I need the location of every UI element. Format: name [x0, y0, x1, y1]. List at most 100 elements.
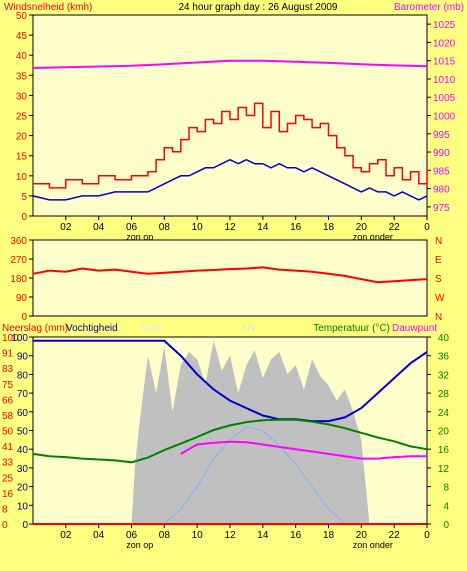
rain-x-tick-label: 08	[159, 530, 171, 541]
humidity-y-tick-label: 80	[17, 370, 29, 381]
humidity-y-tick-label: 40	[17, 445, 29, 456]
rain-x-tick-label: 14	[257, 530, 269, 541]
direction-y-tick-label: 90	[16, 293, 28, 304]
uv-label: UV	[243, 323, 257, 334]
rain-y-tick-label: 25	[2, 473, 14, 484]
wind-x-tick-label: 18	[323, 222, 335, 233]
temperature-y-tick-label: 12	[438, 464, 450, 475]
temperature-y-tick-label: 0	[443, 520, 449, 531]
temperature-y-tick-label: 4	[443, 501, 449, 512]
humidity-y-tick-label: 100	[11, 333, 28, 344]
compass-label: W	[435, 293, 445, 304]
rain-humidity-temperature-panel: 0816253341505866758391100010203040506070…	[2, 333, 449, 550]
barometer-y-tick-label: 1020	[433, 38, 456, 49]
barometer-y-tick-label: 975	[433, 203, 450, 214]
temperature-y-tick-label: 8	[443, 483, 449, 494]
compass-label: N	[435, 236, 442, 247]
rain-x-tick-label: 12	[224, 530, 236, 541]
barometer-series-line	[32, 59, 428, 69]
barometer-y-tick-label: 1025	[433, 20, 456, 31]
humidity-y-tick-label: 90	[17, 352, 29, 363]
dewpoint-series-line	[180, 440, 427, 460]
temperature-y-tick-label: 32	[438, 370, 450, 381]
direction-y-tick-label: 180	[10, 274, 27, 285]
rain-y-tick-label: 58	[2, 411, 14, 422]
barometer-y-tick-label: 995	[433, 130, 450, 141]
rain-sun-annotation: zon onder	[353, 540, 393, 550]
rain-y-tick-label: 8	[2, 504, 8, 515]
rain-y-tick-label: 91	[2, 349, 14, 360]
humidity-y-tick-label: 60	[17, 408, 29, 419]
wind-x-tick-label: 22	[389, 222, 401, 233]
wind-x-tick-label: 06	[126, 222, 138, 233]
barometer-y-tick-label: 1000	[433, 112, 456, 123]
wind-x-tick-label: 04	[93, 222, 105, 233]
humidity-y-tick-label: 10	[17, 501, 29, 512]
wind-y-tick-label: 5	[21, 192, 27, 203]
rain-x-tick-label: 06	[126, 530, 138, 541]
wind-x-tick-label: 20	[356, 222, 368, 233]
direction-plot-area	[32, 239, 428, 317]
wind-y-tick-label: 35	[16, 71, 28, 82]
compass-label: S	[435, 274, 442, 285]
gust-series-line	[33, 102, 428, 189]
rain-axis-label: Neerslag (mm)	[2, 323, 68, 334]
wind-x-tick-label: 14	[257, 222, 269, 233]
average-series-line	[32, 158, 428, 201]
rain-sun-annotation: zon op	[126, 540, 153, 550]
wind-x-tick-label: 0	[424, 222, 430, 233]
temperature-axis-label: Temperatuur (°C)	[313, 323, 390, 334]
rain-x-tick-label: 22	[389, 530, 401, 541]
wind-y-tick-label: 45	[16, 31, 28, 42]
humidity-y-tick-label: 30	[17, 464, 29, 475]
direction-y-tick-label: 0	[21, 312, 27, 323]
direction-y-tick-label: 270	[10, 255, 27, 266]
wind-y-tick-label: 15	[16, 152, 28, 163]
wind-x-tick-label: 12	[224, 222, 236, 233]
rain-y-tick-label: 83	[2, 364, 14, 375]
temperature-y-tick-label: 28	[438, 389, 450, 400]
rain-y-tick-label: 41	[2, 442, 14, 453]
rain-y-tick-label: 100	[2, 333, 19, 344]
barometer-y-tick-label: 1015	[433, 57, 456, 68]
barometer-y-tick-label: 1010	[433, 75, 456, 86]
wind-y-tick-label: 0	[21, 212, 27, 223]
rain-x-tick-label: 16	[290, 530, 302, 541]
wind-barometer-panel: 0510152025303540455097598098599099510001…	[16, 11, 456, 242]
direction-y-tick-label: 360	[10, 236, 27, 247]
barometer-y-tick-label: 1005	[433, 93, 456, 104]
solar-series-area	[131, 340, 370, 524]
rain-y-tick-label: 16	[2, 489, 14, 500]
rain-y-tick-label: 75	[2, 380, 14, 391]
wind-x-tick-label: 10	[192, 222, 204, 233]
rain-x-tick-label: 04	[93, 530, 105, 541]
humidity-y-tick-label: 0	[22, 520, 28, 531]
temperature-series-line	[32, 418, 428, 464]
temperature-y-tick-label: 24	[438, 408, 450, 419]
wind-sun-annotation: zon onder	[353, 232, 393, 242]
barometer-y-tick-label: 980	[433, 185, 450, 196]
rain-y-tick-label: 33	[2, 458, 14, 469]
wind-x-tick-label: 02	[60, 222, 72, 233]
wind-speed-axis-label: Windsnelheid (kmh)	[4, 2, 92, 13]
temperature-y-tick-label: 40	[438, 333, 450, 344]
wind-y-tick-label: 50	[16, 11, 28, 22]
temperature-y-tick-label: 16	[438, 445, 450, 456]
solar-label: Solar	[140, 323, 164, 334]
humidity-y-tick-label: 70	[17, 389, 29, 400]
wind-y-tick-label: 20	[16, 132, 28, 143]
rain-y-tick-label: 0	[2, 520, 8, 531]
rain-x-tick-label: 20	[356, 530, 368, 541]
rain-x-tick-label: 10	[192, 530, 204, 541]
rain-y-tick-label: 50	[2, 427, 14, 438]
temperature-y-tick-label: 36	[438, 352, 450, 363]
humidity-y-tick-label: 20	[17, 483, 29, 494]
wind-y-tick-label: 25	[16, 112, 28, 123]
wind-sun-annotation: zon op	[126, 232, 153, 242]
dewpoint-axis-label: Dauwpunt	[392, 323, 437, 334]
wind-y-tick-label: 10	[16, 172, 28, 183]
rain-x-tick-label: 0	[424, 530, 430, 541]
